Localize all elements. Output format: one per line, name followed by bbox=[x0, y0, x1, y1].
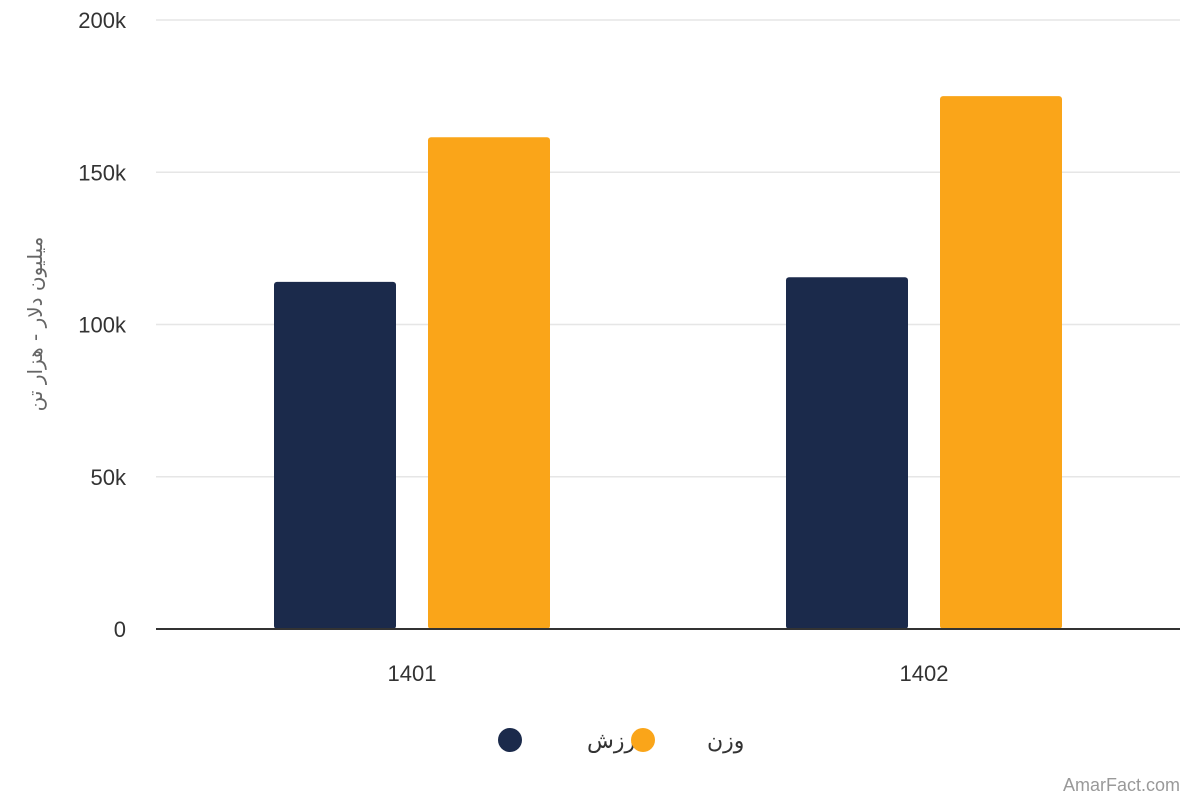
bar-1401-2[interactable] bbox=[428, 137, 550, 630]
x-tick-labels: 1401 1402 bbox=[388, 661, 949, 686]
legend-marker bbox=[631, 728, 655, 752]
y-tick-label: 100k bbox=[78, 313, 127, 338]
y-tick-label: 150k bbox=[78, 160, 127, 185]
x-tick-label: 1402 bbox=[900, 661, 949, 686]
bar-1402-2[interactable] bbox=[940, 96, 1062, 629]
credit-link[interactable]: AmarFact.com bbox=[1063, 775, 1180, 795]
y-tick-labels: 0 50k 100k 150k 200k bbox=[78, 8, 127, 642]
bar-1402-1[interactable] bbox=[786, 277, 908, 629]
y-tick-label: 50k bbox=[91, 465, 127, 490]
legend[interactable]: ارزش وزن bbox=[498, 728, 744, 754]
legend-marker bbox=[498, 728, 522, 752]
y-tick-label: 200k bbox=[78, 8, 127, 33]
bar-1401-1[interactable] bbox=[274, 281, 396, 629]
x-tick-label: 1401 bbox=[388, 661, 437, 686]
y-tick-label: 0 bbox=[114, 617, 126, 642]
legend-item[interactable]: وزن bbox=[631, 728, 744, 754]
y-axis-title: میلیون دلار - هزار تن bbox=[23, 237, 47, 412]
bars bbox=[274, 96, 1062, 630]
legend-item[interactable]: ارزش bbox=[498, 728, 641, 754]
legend-label: وزن bbox=[707, 729, 744, 754]
